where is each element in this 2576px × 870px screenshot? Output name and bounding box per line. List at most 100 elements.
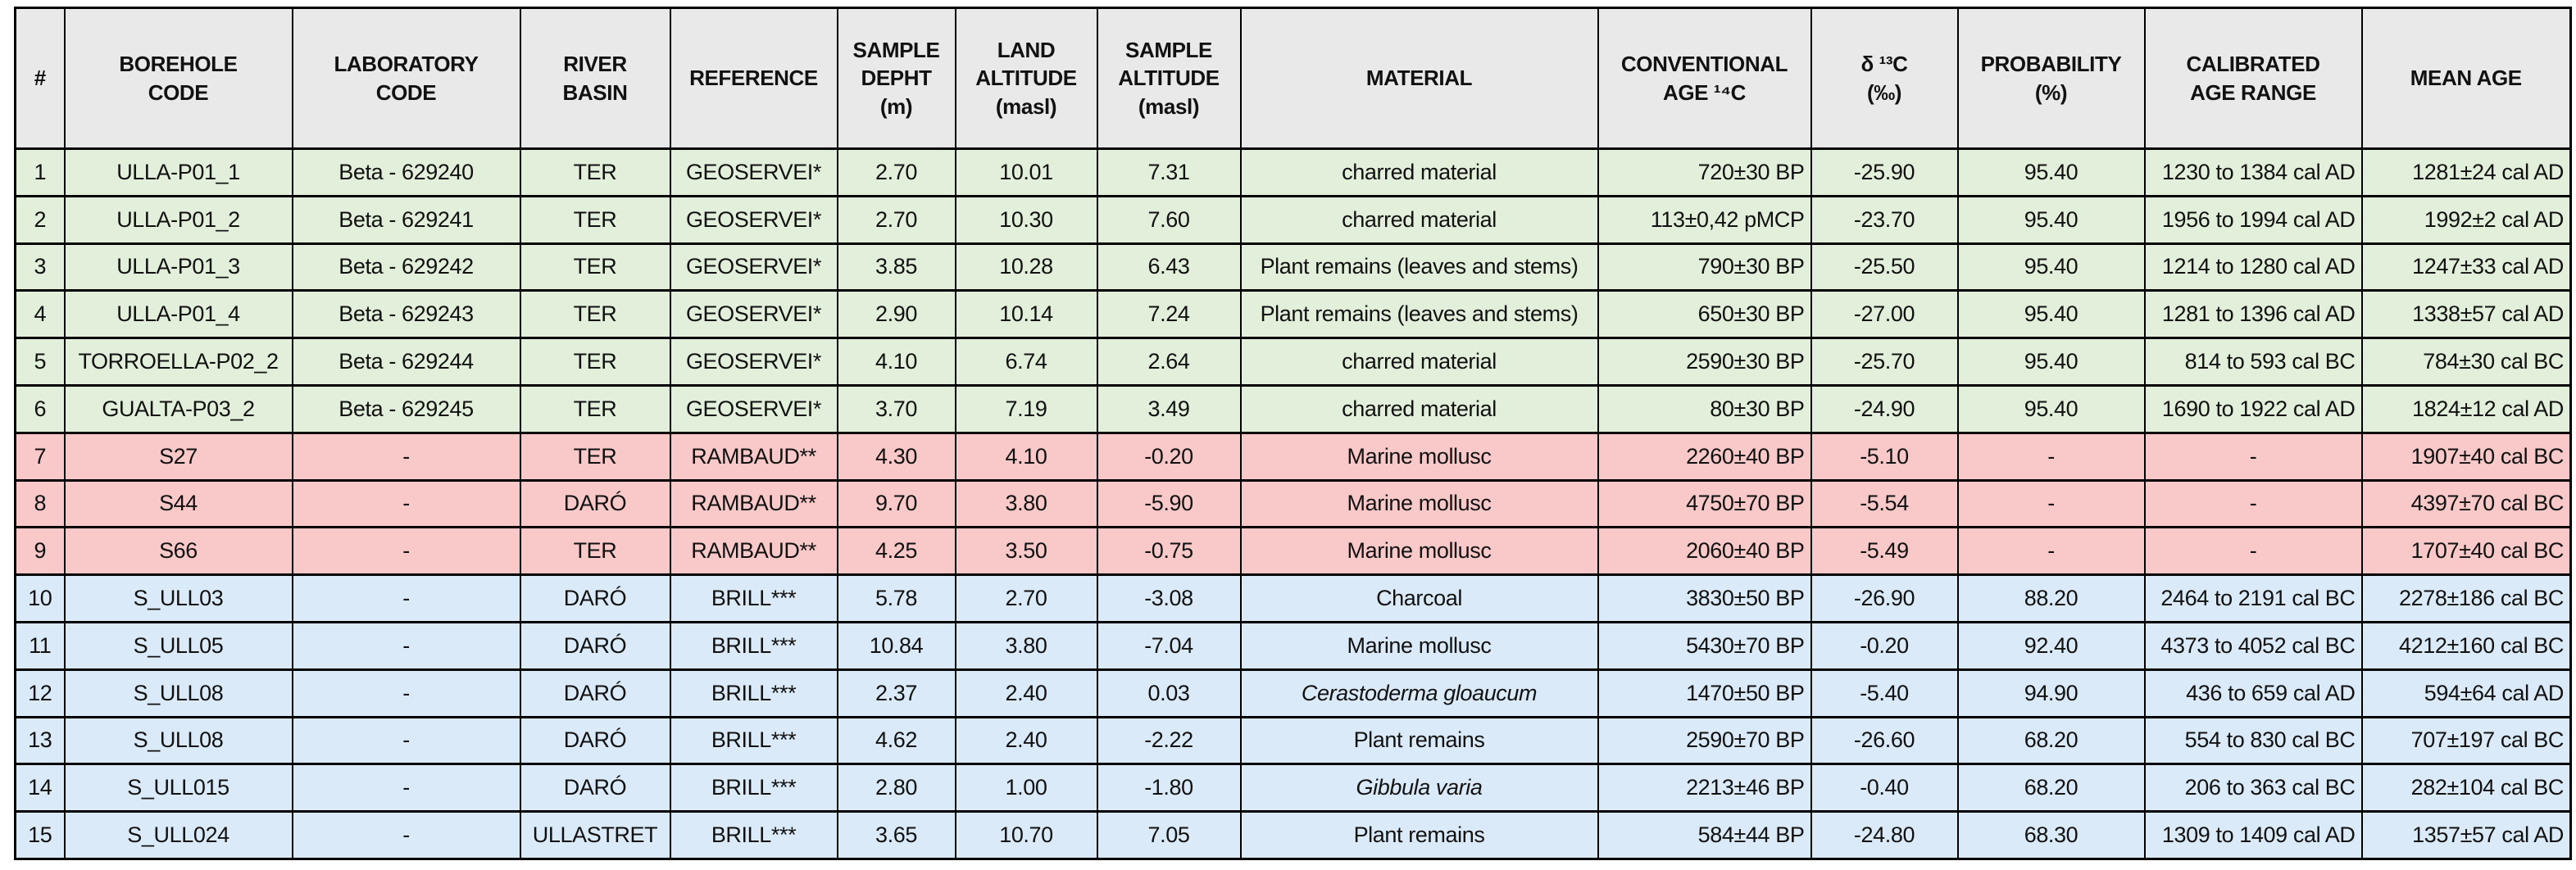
- table-cell: 11: [14, 620, 66, 671]
- table-cell: 2.80: [836, 763, 956, 813]
- table-cell: TER: [519, 337, 671, 387]
- table-cell: 5430±70 BP: [1597, 620, 1812, 671]
- table-cell: GEOSERVEI*: [669, 242, 838, 292]
- table-cell: 2.70: [836, 194, 956, 245]
- table-row: 3 ULLA-P01_3 Beta - 629242 TER GEOSERVEI* 3.8…: [14, 242, 2572, 292]
- table-cell: Beta - 629243: [291, 289, 521, 340]
- table-cell: 1214 to 1280 cal AD: [2143, 242, 2363, 292]
- table-cell: -: [291, 431, 521, 482]
- table-cell: 6.43: [1096, 242, 1242, 292]
- table-cell: 2.70: [954, 573, 1098, 623]
- table-cell: 4.10: [836, 337, 956, 387]
- table-cell: -5.10: [1810, 431, 1959, 482]
- col-header-material: MATERIAL: [1239, 7, 1599, 150]
- table-cell: DARÓ: [519, 478, 671, 529]
- table-cell: -0.40: [1810, 763, 1959, 813]
- table-cell: 814 to 593 cal BC: [2143, 337, 2363, 387]
- table-cell: TORROELLA-P02_2: [63, 337, 293, 387]
- table-cell: 13: [14, 715, 66, 766]
- table-cell: 1824±12 cal AD: [2360, 383, 2572, 434]
- table-cell: 9: [14, 526, 66, 577]
- table-cell: 3.65: [836, 810, 956, 860]
- table-cell: Beta - 629245: [291, 383, 521, 434]
- table-row: 6 GUALTA-P03_2 Beta - 629245 TER GEOSERVEI* 3…: [14, 383, 2572, 434]
- table-cell: 0.03: [1096, 668, 1242, 718]
- table-cell: 2278±186 cal BC: [2360, 573, 2572, 623]
- table-cell: GEOSERVEI*: [669, 383, 838, 434]
- table-cell: 584±44 BP: [1597, 810, 1812, 860]
- table-cell: 3.85: [836, 242, 956, 292]
- col-header-sample-depth: SAMPLE DEPHT (m): [836, 7, 956, 150]
- table-cell: -7.04: [1096, 620, 1242, 671]
- table-cell: 1707±40 cal BC: [2360, 526, 2572, 577]
- table-cell: -: [291, 573, 521, 623]
- table-cell: 4397±70 cal BC: [2360, 478, 2572, 529]
- table-cell: 1956 to 1994 cal AD: [2143, 194, 2363, 245]
- table-cell: DARÓ: [519, 668, 671, 718]
- table-cell: 4.62: [836, 715, 956, 766]
- table-cell: 94.90: [1956, 668, 2146, 718]
- table-cell: 2590±70 BP: [1597, 715, 1812, 766]
- table-cell: S_ULL024: [63, 810, 293, 860]
- col-header-borehole-code: BOREHOLE CODE: [63, 7, 293, 150]
- table-cell: 1338±57 cal AD: [2360, 289, 2572, 340]
- table-cell: 9.70: [836, 478, 956, 529]
- col-header-delta-13c: δ ¹³C (‰): [1810, 7, 1959, 150]
- table-cell: charred material: [1239, 147, 1599, 197]
- table-cell: -2.22: [1096, 715, 1242, 766]
- table-cell: -0.75: [1096, 526, 1242, 577]
- col-header-probability: PROBABILITY (%): [1956, 7, 2146, 150]
- table-cell: 2590±30 BP: [1597, 337, 1812, 387]
- table-cell: GEOSERVEI*: [669, 289, 838, 340]
- table-cell: 1: [14, 147, 66, 197]
- table-cell: -25.50: [1810, 242, 1959, 292]
- table-cell: GEOSERVEI*: [669, 194, 838, 245]
- table-cell: -: [1956, 431, 2146, 482]
- table-cell: -24.90: [1810, 383, 1959, 434]
- table-cell: Plant remains (leaves and stems): [1239, 289, 1599, 340]
- table-cell: ULLA-P01_3: [63, 242, 293, 292]
- table-cell: 3.49: [1096, 383, 1242, 434]
- table-cell: 7.31: [1096, 147, 1242, 197]
- table-cell: BRILL***: [669, 810, 838, 860]
- table-cell: -: [291, 478, 521, 529]
- table-cell: Charcoal: [1239, 573, 1599, 623]
- table-cell: S_ULL05: [63, 620, 293, 671]
- table-cell: -26.60: [1810, 715, 1959, 766]
- col-header-sample-altitude: SAMPLE ALTITUDE (masl): [1096, 7, 1242, 150]
- table-cell: 3: [14, 242, 66, 292]
- table-cell: BRILL***: [669, 668, 838, 718]
- table-row: 14 S_ULL015- DARÓ BRILL*** 2.80 1.00 -1.80 Gibb…: [14, 763, 2572, 813]
- table-row: 4 ULLA-P01_4 Beta - 629243 TER GEOSERVEI* 2.9…: [14, 289, 2572, 340]
- table-cell: TER: [519, 431, 671, 482]
- table-cell: 3830±50 BP: [1597, 573, 1812, 623]
- table-cell: Cerastoderma gloaucum: [1239, 668, 1599, 718]
- table-cell: Plant remains: [1239, 810, 1599, 860]
- table-cell: Beta - 629241: [291, 194, 521, 245]
- table-cell: -27.00: [1810, 289, 1959, 340]
- table-cell: RAMBAUD**: [669, 526, 838, 577]
- table-cell: 95.40: [1956, 289, 2146, 340]
- table-cell: 1309 to 1409 cal AD: [2143, 810, 2363, 860]
- table-cell: 95.40: [1956, 337, 2146, 387]
- table-cell: 1470±50 BP: [1597, 668, 1812, 718]
- table-cell: 2.64: [1096, 337, 1242, 387]
- table-cell: TER: [519, 383, 671, 434]
- col-header-conventional-age: CONVENTIONAL AGE ¹⁴C: [1597, 7, 1812, 150]
- table-cell: TER: [519, 194, 671, 245]
- table-row: 2 ULLA-P01_2 Beta - 629241 TER GEOSERVEI* 2.7…: [14, 194, 2572, 245]
- table-cell: 1230 to 1384 cal AD: [2143, 147, 2363, 197]
- header-row: # BOREHOLE CODE LABORATORY CODE RIVER BA…: [14, 7, 2572, 150]
- table-cell: 88.20: [1956, 573, 2146, 623]
- table-cell: ULLA-P01_2: [63, 194, 293, 245]
- table-cell: 95.40: [1956, 194, 2146, 245]
- table-cell: 1247±33 cal AD: [2360, 242, 2572, 292]
- table-cell: -5.54: [1810, 478, 1959, 529]
- table-cell: TER: [519, 147, 671, 197]
- table-row: 13 S_ULL08- DARÓ BRILL*** 4.62 2.40 -2.22 Plant…: [14, 715, 2572, 766]
- table-cell: DARÓ: [519, 573, 671, 623]
- table-cell: S66: [63, 526, 293, 577]
- table-cell: ULLASTRET: [519, 810, 671, 860]
- table-row: 11 S_ULL05- DARÓ BRILL*** 10.84 3.80 -7.04 Mari…: [14, 620, 2572, 671]
